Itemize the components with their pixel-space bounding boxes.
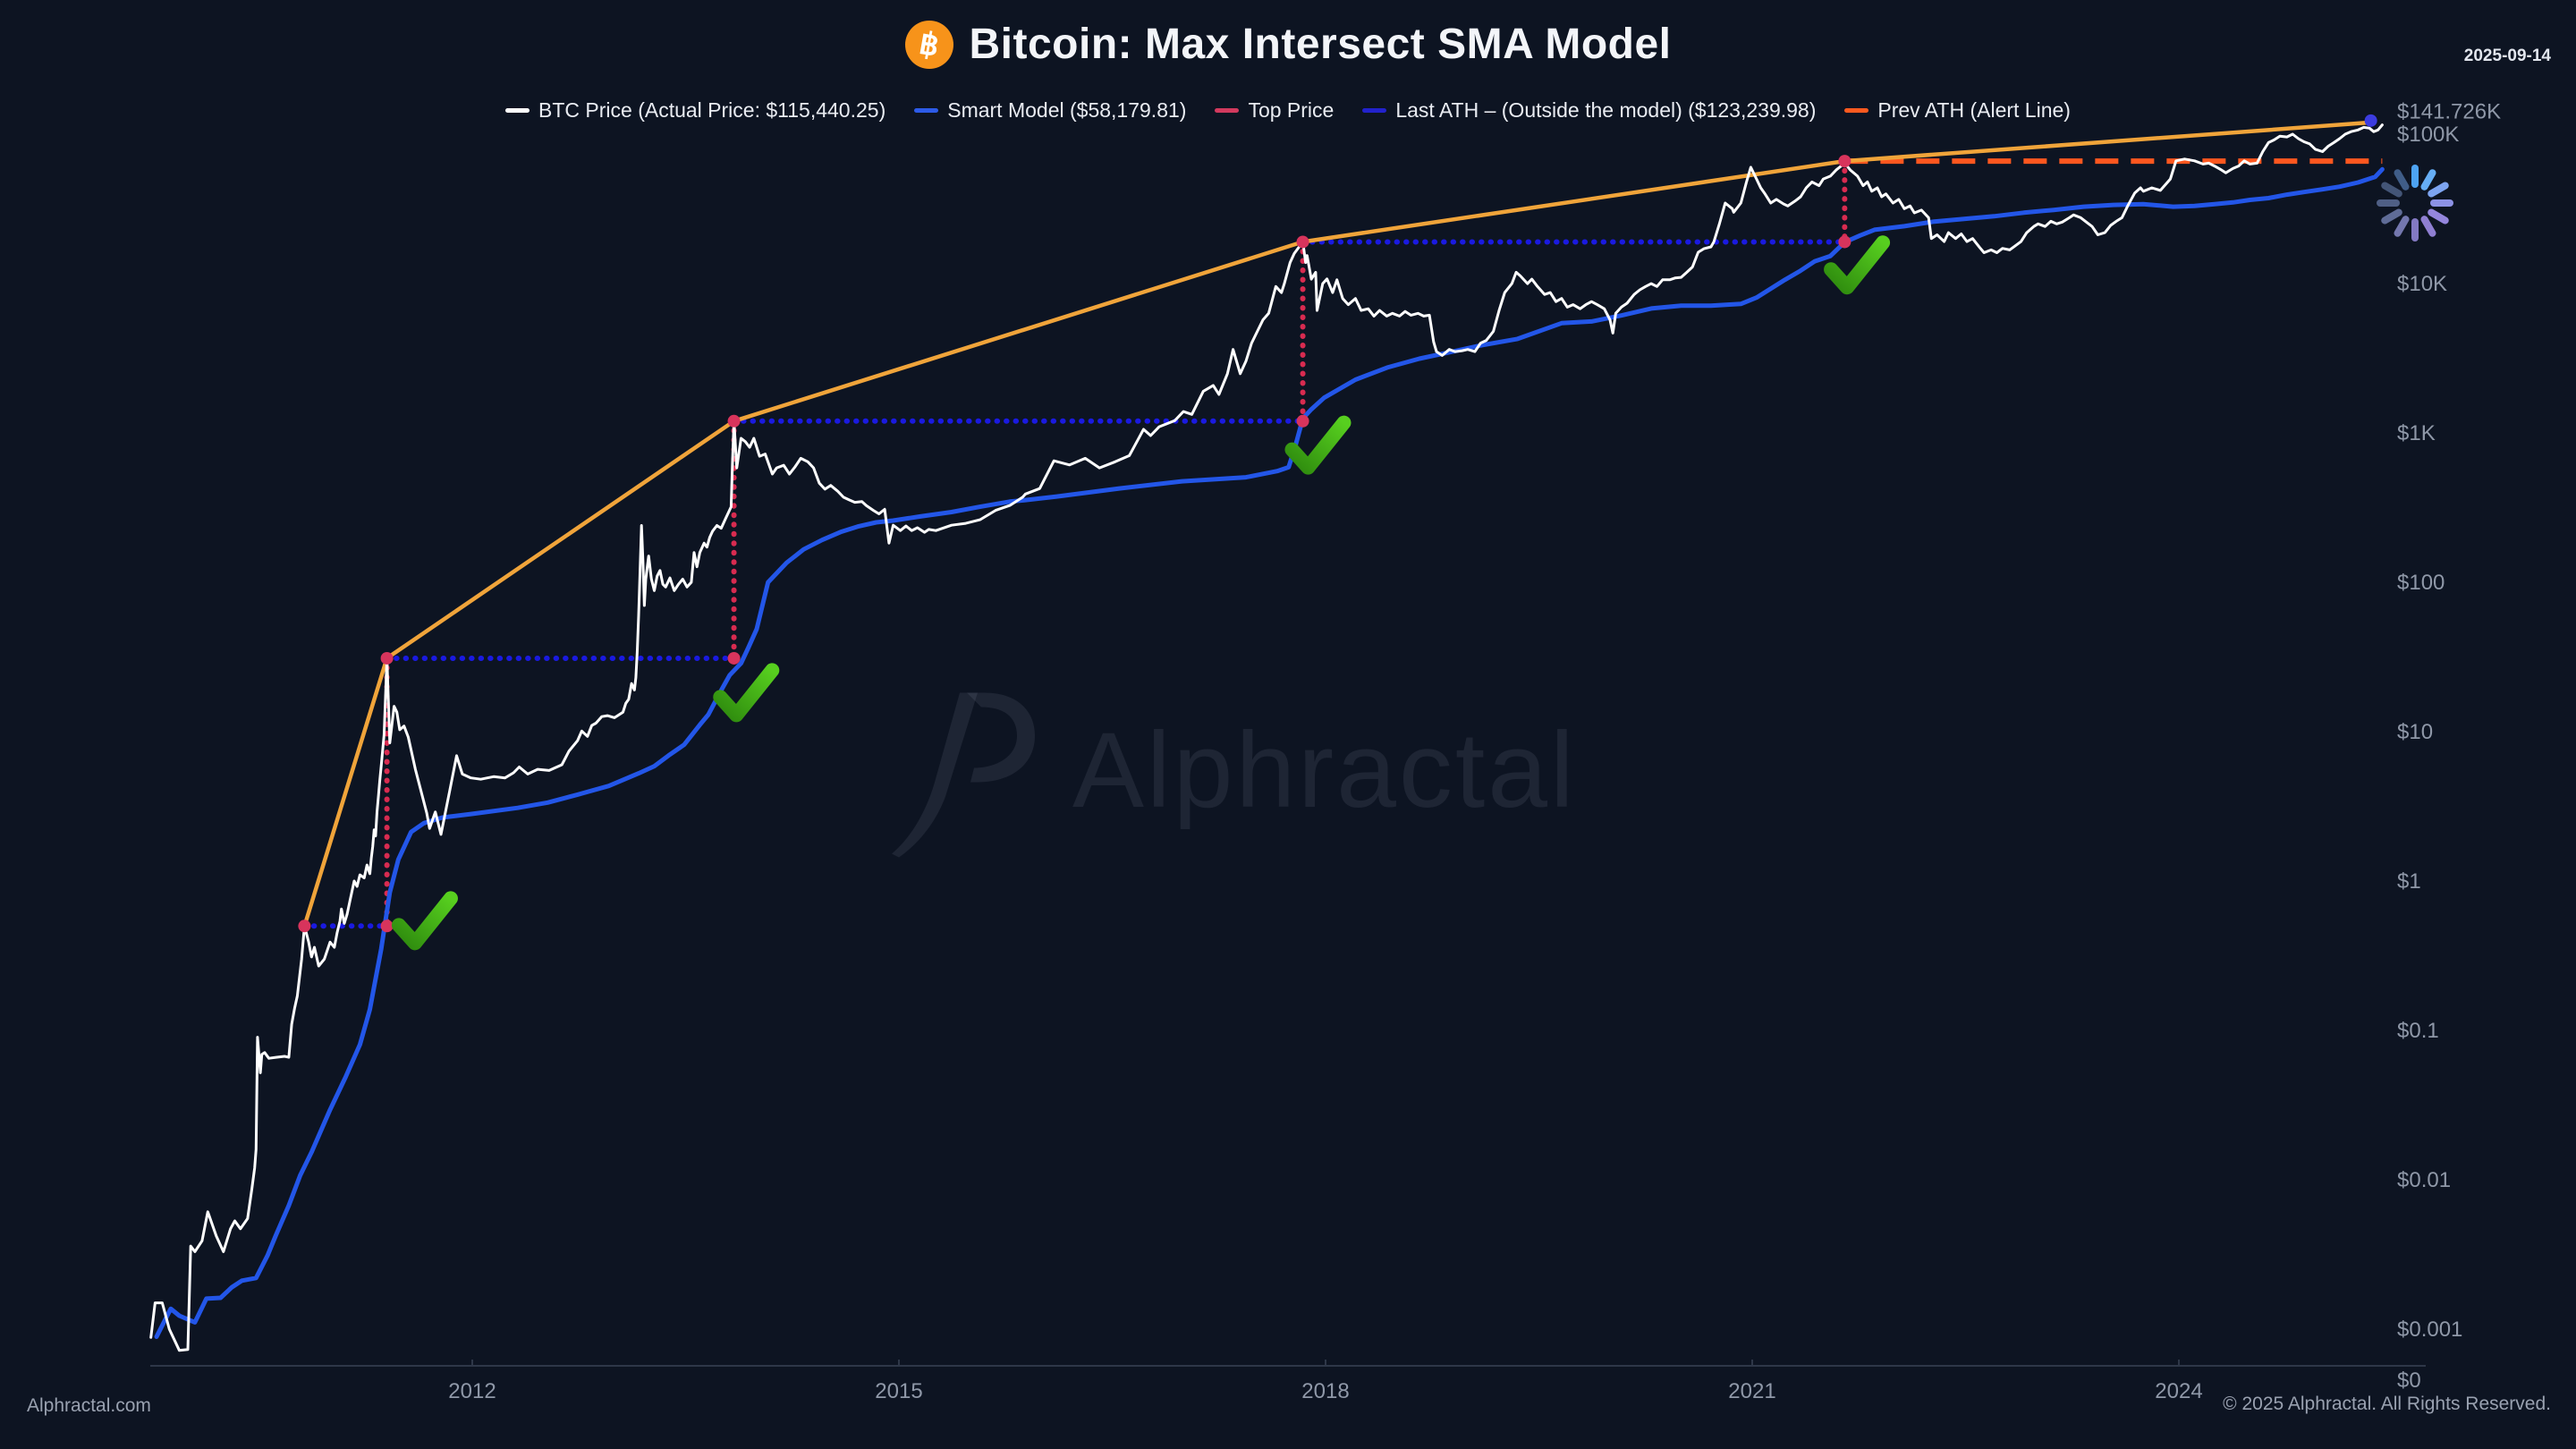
bitcoin-icon: ฿ bbox=[904, 20, 953, 69]
legend-item[interactable]: Last ATH – (Outside the model) ($123,239… bbox=[1362, 98, 1816, 123]
peak-marker bbox=[1296, 235, 1309, 249]
success-check-icon bbox=[713, 663, 780, 723]
y-axis-label: $100 bbox=[2397, 571, 2445, 595]
legend-item[interactable]: Smart Model ($58,179.81) bbox=[914, 98, 1186, 123]
y-axis-label: $0.001 bbox=[2397, 1318, 2462, 1342]
peak-marker bbox=[380, 919, 394, 933]
legend-marker bbox=[1362, 108, 1387, 113]
y-axis-label: $10 bbox=[2397, 720, 2433, 744]
smart-model-line bbox=[154, 166, 2385, 1339]
success-check-icon bbox=[1824, 235, 1891, 295]
y-axis-label: $0.01 bbox=[2397, 1168, 2451, 1192]
peak-marker bbox=[1296, 414, 1309, 428]
last-ath-marker bbox=[2364, 114, 2377, 127]
y-axis-label: $0.1 bbox=[2397, 1019, 2439, 1043]
legend: BTC Price (Actual Price: $115,440.25) Sma… bbox=[0, 98, 2576, 123]
y-axis-label: $1 bbox=[2397, 869, 2421, 894]
legend-marker bbox=[914, 108, 939, 113]
peak-marker bbox=[380, 651, 394, 665]
y-axis-label: $10K bbox=[2397, 272, 2447, 296]
legend-label: BTC Price (Actual Price: $115,440.25) bbox=[538, 98, 886, 122]
x-axis-label: 2018 bbox=[1301, 1379, 1349, 1403]
y-axis-label: $100K bbox=[2397, 123, 2459, 147]
bitcoin-glyph: ฿ bbox=[916, 25, 942, 64]
watermark: Alphractal bbox=[881, 678, 1577, 861]
y-axis-label: $1K bbox=[2397, 421, 2436, 445]
y-axis-label: $0 bbox=[2397, 1368, 2421, 1393]
footer-copyright: © 2025 Alphractal. All Rights Reserved. bbox=[2223, 1394, 2551, 1414]
legend-label: Smart Model ($58,179.81) bbox=[947, 98, 1187, 122]
peak-marker bbox=[298, 919, 311, 933]
page-title: Bitcoin: Max Intersect SMA Model bbox=[969, 21, 1672, 68]
footer-site-link: Alphractal.com bbox=[27, 1395, 151, 1416]
title-bar: ฿ Bitcoin: Max Intersect SMA Model bbox=[0, 20, 2576, 69]
x-axis-label: 2015 bbox=[875, 1379, 922, 1403]
loading-spinner-icon bbox=[2377, 165, 2453, 242]
watermark-text: Alphractal bbox=[1072, 709, 1577, 830]
legend-marker bbox=[1844, 108, 1869, 113]
y-axis-label: $141.726K bbox=[2397, 100, 2501, 124]
legend-label: Prev ATH (Alert Line) bbox=[1877, 98, 2071, 122]
legend-item[interactable]: Prev ATH (Alert Line) bbox=[1844, 98, 2071, 123]
success-check-icon bbox=[391, 891, 458, 951]
legend-marker bbox=[1215, 108, 1240, 113]
success-check-icon bbox=[1284, 415, 1352, 475]
legend-label: Top Price bbox=[1248, 98, 1335, 122]
legend-item[interactable]: BTC Price (Actual Price: $115,440.25) bbox=[505, 98, 886, 123]
legend-marker bbox=[505, 108, 530, 113]
peak-marker bbox=[727, 651, 741, 665]
alphractal-logo-icon bbox=[892, 692, 1035, 858]
legend-label: Last ATH – (Outside the model) ($123,239… bbox=[1395, 98, 1817, 122]
x-axis-label: 2012 bbox=[448, 1379, 496, 1403]
report-date: 2025-09-14 bbox=[2463, 47, 2551, 65]
peak-marker bbox=[1838, 235, 1852, 249]
x-axis-label: 2024 bbox=[2155, 1379, 2202, 1403]
peak-marker bbox=[1838, 155, 1852, 168]
legend-item[interactable]: Top Price bbox=[1215, 98, 1334, 123]
top-price-line bbox=[302, 120, 2375, 928]
btc-price-line bbox=[149, 123, 2384, 1352]
peak-marker bbox=[727, 414, 741, 428]
x-axis-label: 2021 bbox=[1728, 1379, 1775, 1403]
